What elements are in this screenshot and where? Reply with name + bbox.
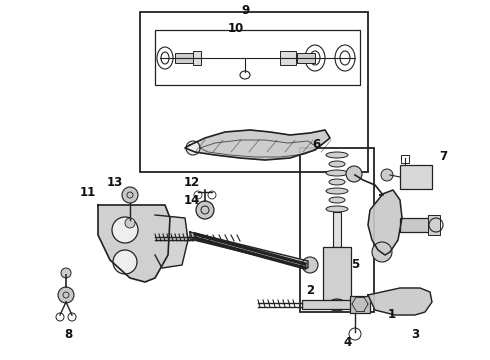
Text: 10: 10: [228, 22, 244, 35]
Polygon shape: [190, 232, 308, 268]
Bar: [280, 51, 296, 65]
Text: 6: 6: [312, 139, 320, 152]
Ellipse shape: [329, 161, 345, 167]
Circle shape: [125, 218, 135, 228]
Bar: [400, 218, 430, 232]
Bar: [350, 296, 370, 313]
Text: 1: 1: [388, 309, 396, 321]
Text: 12: 12: [184, 175, 200, 189]
Text: 13: 13: [107, 176, 123, 189]
Polygon shape: [368, 190, 402, 255]
Circle shape: [122, 187, 138, 203]
Bar: [333, 212, 341, 247]
Polygon shape: [98, 205, 170, 282]
Bar: [300, 148, 374, 312]
Circle shape: [196, 201, 214, 219]
Ellipse shape: [326, 170, 348, 176]
Ellipse shape: [328, 299, 346, 311]
Bar: [297, 53, 315, 63]
Bar: [175, 53, 197, 63]
Circle shape: [113, 250, 137, 274]
Circle shape: [61, 268, 71, 278]
Text: 7: 7: [439, 150, 447, 163]
Polygon shape: [368, 288, 432, 315]
Circle shape: [381, 169, 393, 181]
Text: 4: 4: [344, 337, 352, 350]
Text: 2: 2: [306, 284, 314, 297]
Text: 14: 14: [184, 194, 200, 207]
Polygon shape: [155, 215, 188, 268]
Text: 11: 11: [80, 186, 96, 199]
Circle shape: [302, 257, 318, 273]
Bar: [140, 12, 368, 172]
Circle shape: [112, 217, 138, 243]
Ellipse shape: [326, 152, 348, 158]
Bar: [323, 247, 351, 302]
Bar: [428, 215, 440, 235]
Bar: [193, 51, 201, 65]
Bar: [401, 155, 409, 163]
Bar: [302, 300, 352, 309]
Polygon shape: [185, 130, 330, 160]
Text: 9: 9: [241, 4, 249, 17]
Ellipse shape: [326, 206, 348, 212]
Circle shape: [186, 141, 200, 155]
Ellipse shape: [326, 188, 348, 194]
Circle shape: [372, 242, 392, 262]
Bar: [155, 30, 360, 85]
Text: 5: 5: [351, 258, 359, 271]
Circle shape: [58, 287, 74, 303]
Ellipse shape: [329, 179, 345, 185]
Ellipse shape: [329, 197, 345, 203]
Circle shape: [346, 166, 362, 182]
Text: 3: 3: [411, 328, 419, 342]
Bar: [400, 165, 432, 189]
Text: 8: 8: [64, 328, 72, 342]
